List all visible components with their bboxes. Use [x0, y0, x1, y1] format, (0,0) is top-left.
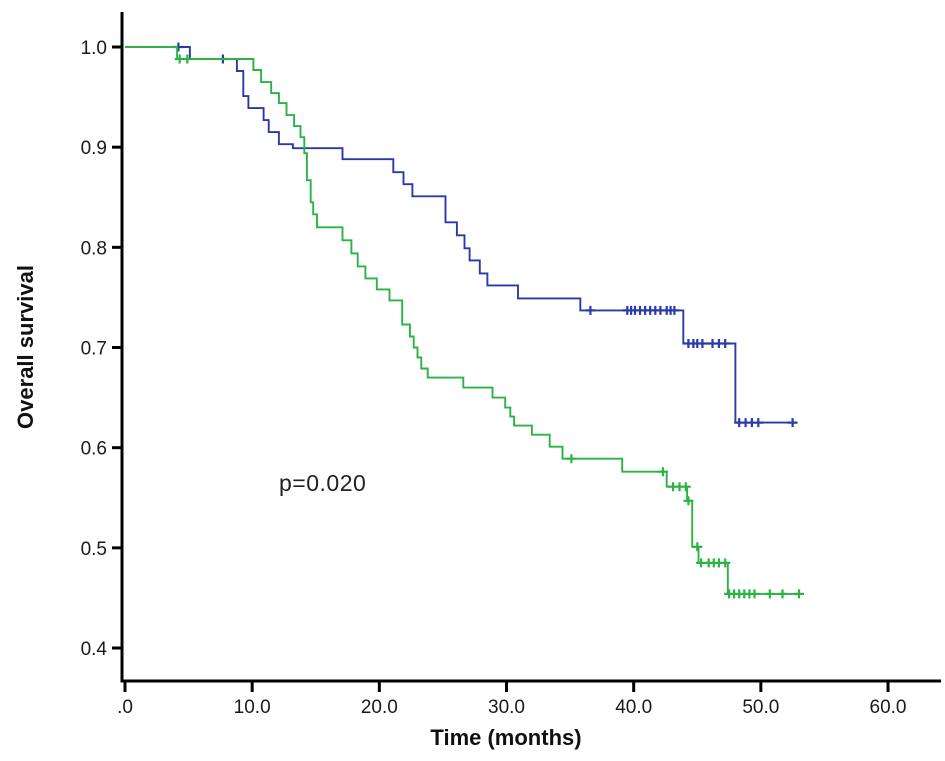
- x-tick-label: 30.0: [488, 697, 525, 718]
- x-tick-label: 40.0: [615, 697, 652, 718]
- x-tick-label: 20.0: [361, 697, 398, 718]
- censor-marks-series-2-green: [174, 54, 804, 599]
- censor-marks-series-1-blue: [173, 42, 798, 428]
- y-tick-label: 0.7: [81, 339, 107, 360]
- y-tick-label: 0.8: [81, 238, 107, 259]
- y-tick-label: 0.4: [81, 639, 108, 660]
- x-axis-title: Time (months): [430, 725, 582, 750]
- x-tick-label: .0: [117, 697, 133, 718]
- y-tick-label: 0.6: [81, 439, 107, 460]
- x-tick-label: 50.0: [742, 697, 779, 718]
- y-tick-label: 0.9: [81, 138, 107, 159]
- y-tick-label: 1.0: [81, 38, 107, 59]
- p-value-annotation: p=0.020: [279, 470, 367, 496]
- survival-curve-series-1-blue: [125, 46, 797, 424]
- y-axis-title: Overall survival: [13, 265, 38, 429]
- x-tick-label: 10.0: [234, 697, 271, 718]
- y-tick-label: 0.5: [81, 539, 107, 560]
- survival-curve-series-2-green: [125, 46, 802, 595]
- x-tick-label: 60.0: [870, 697, 907, 718]
